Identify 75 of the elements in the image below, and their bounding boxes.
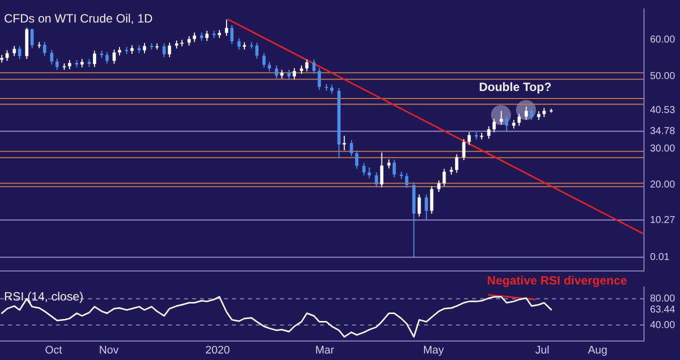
candlestick xyxy=(424,194,428,221)
y-tick-label: 40.53 xyxy=(650,105,676,116)
candlestick xyxy=(68,60,72,70)
candlestick xyxy=(350,140,354,157)
chart-title: RSI (14, close) xyxy=(4,289,84,304)
candlestick xyxy=(374,172,378,188)
y-tick-label: 0.01 xyxy=(650,252,670,263)
candlestick xyxy=(287,69,291,80)
y-tick-label: 50.00 xyxy=(650,70,676,82)
x-tick-label: 2020 xyxy=(205,344,230,356)
candlestick xyxy=(12,45,16,57)
candlestick xyxy=(330,84,334,94)
candlestick xyxy=(224,19,228,36)
candlestick xyxy=(468,132,471,146)
candlestick xyxy=(362,162,366,176)
y-tick-label: 30.00 xyxy=(650,143,676,154)
candlestick xyxy=(305,58,308,72)
y-tick-label: 10.27 xyxy=(650,214,676,226)
candlestick xyxy=(6,50,9,62)
candlestick xyxy=(355,150,358,170)
candlestick xyxy=(43,41,46,56)
candlestick xyxy=(387,158,390,169)
candlestick xyxy=(342,135,346,151)
annotation: Double Top? xyxy=(478,80,552,94)
y-tick-label: 80.00 xyxy=(650,294,676,305)
candlestick xyxy=(312,58,316,74)
candlestick xyxy=(524,106,528,120)
candlestick xyxy=(418,194,421,218)
candlestick xyxy=(430,186,434,214)
y-tick-label: 63.44 xyxy=(650,304,676,316)
x-tick-label: Aug xyxy=(588,344,608,356)
candlestick xyxy=(168,42,172,58)
candlestick xyxy=(92,50,96,68)
x-tick-label: Oct xyxy=(44,344,62,356)
candlestick xyxy=(112,49,116,64)
candlestick xyxy=(274,65,278,80)
x-tick-label: Nov xyxy=(99,344,120,356)
candlestick xyxy=(187,36,191,46)
candlestick xyxy=(142,42,146,54)
candlestick xyxy=(442,168,446,187)
candlestick xyxy=(368,166,371,179)
y-tick-label: 20.00 xyxy=(650,180,676,191)
y-tick-label: 60.00 xyxy=(650,34,676,46)
candlestick xyxy=(380,152,384,188)
candlestick xyxy=(18,45,22,60)
candlestick xyxy=(462,138,466,161)
candlestick xyxy=(500,110,503,126)
x-tick-label: Jul xyxy=(535,344,550,356)
candlestick xyxy=(487,126,490,140)
candlestick xyxy=(50,49,54,65)
candlestick xyxy=(492,118,496,133)
chart-title: CFDs on WTI Crude Oil, 1D xyxy=(4,11,154,26)
candlestick xyxy=(518,113,521,126)
x-tick-label: May xyxy=(423,344,444,356)
candlestick xyxy=(205,30,209,42)
candlestick xyxy=(255,42,258,60)
annotation: Negative RSI divergence xyxy=(487,273,628,288)
candlestick xyxy=(455,154,458,174)
candlestick xyxy=(292,68,296,80)
candlestick xyxy=(30,28,34,49)
x-tick-label: Mar xyxy=(315,344,334,356)
candlestick xyxy=(55,58,59,70)
candlestick xyxy=(162,42,166,58)
candlestick xyxy=(318,68,321,90)
candlestick xyxy=(437,180,440,192)
candlestick xyxy=(405,172,408,189)
candlestick xyxy=(105,52,109,64)
candlestick xyxy=(192,32,196,42)
candlestick xyxy=(230,24,234,45)
y-tick-label: 34.78 xyxy=(650,126,676,137)
candlestick xyxy=(268,61,271,72)
candlestick xyxy=(392,159,396,178)
candlestick xyxy=(530,107,534,120)
candlestick xyxy=(262,52,266,68)
y-tick-label: 40.00 xyxy=(650,320,676,331)
